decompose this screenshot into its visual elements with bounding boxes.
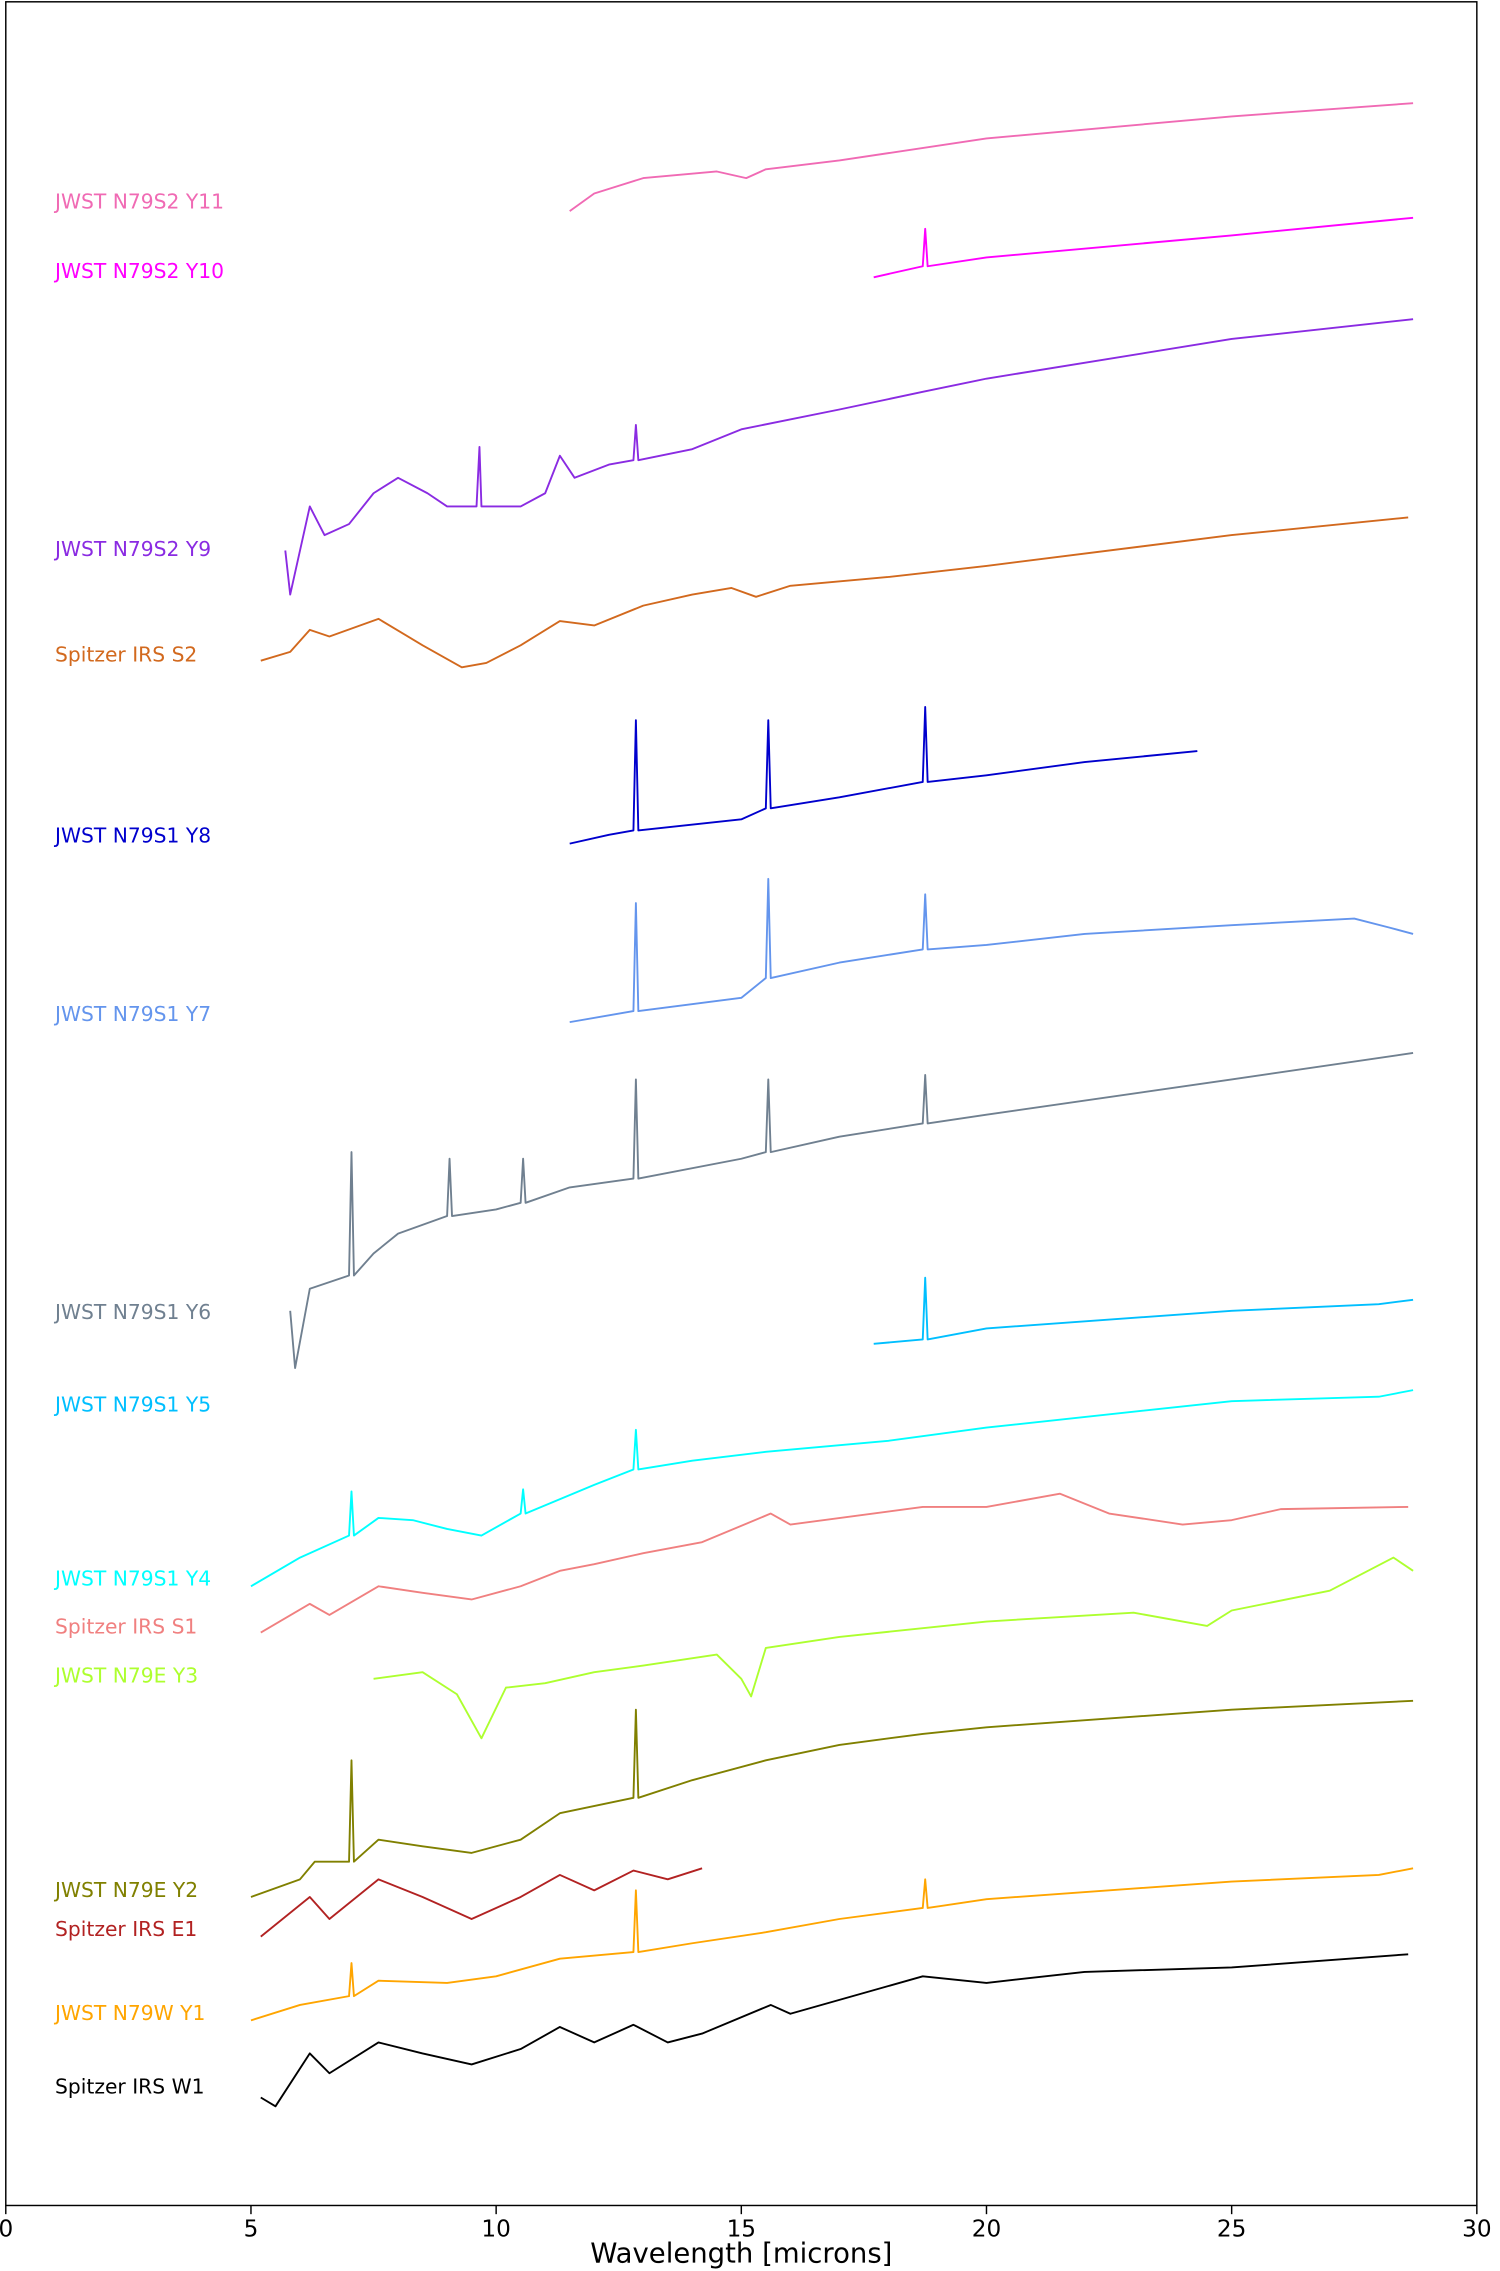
series-label: JWST N79S1 Y8 bbox=[53, 824, 211, 848]
spectrum-line bbox=[373, 1556, 1414, 1740]
spectrum-line bbox=[250, 1867, 1414, 2022]
series-label: JWST N79S2 Y9 bbox=[53, 537, 211, 561]
series-label: Spitzer IRS W1 bbox=[55, 2075, 204, 2099]
series-label: JWST N79W Y1 bbox=[53, 2001, 205, 2025]
spectrum-line bbox=[260, 1492, 1409, 1634]
series-label: Spitzer IRS S2 bbox=[55, 643, 197, 667]
series-label: Spitzer IRS E1 bbox=[55, 1917, 197, 1941]
spectrum-line bbox=[873, 1276, 1414, 1345]
series-label: JWST N79S1 Y4 bbox=[53, 1566, 211, 1590]
x-tick-label: 20 bbox=[972, 2217, 1001, 2243]
series-label: JWST N79E Y3 bbox=[53, 1664, 198, 1688]
series-label: JWST N79S2 Y11 bbox=[53, 190, 224, 214]
spectrum-line bbox=[250, 1699, 1414, 1898]
spectrum-line bbox=[284, 318, 1414, 596]
spectrum-line bbox=[569, 102, 1414, 212]
x-tick-label: 25 bbox=[1217, 2217, 1246, 2243]
spectrum-line bbox=[260, 1867, 703, 1938]
x-tick-label: 0 bbox=[0, 2217, 13, 2243]
series-label: Spitzer IRS S1 bbox=[55, 1614, 197, 1638]
spectrum-line bbox=[250, 1389, 1414, 1588]
x-tick-label: 30 bbox=[1462, 2217, 1491, 2243]
series-label: JWST N79S1 Y6 bbox=[53, 1300, 211, 1324]
plot-frame bbox=[5, 1, 1478, 2207]
x-tick-label: 10 bbox=[481, 2217, 510, 2243]
series-label: JWST N79E Y2 bbox=[53, 1878, 198, 1902]
spectrum-line bbox=[260, 516, 1409, 669]
series-label: JWST N79S2 Y10 bbox=[53, 259, 224, 283]
spectrum-line bbox=[873, 216, 1414, 279]
series-label: JWST N79S1 Y5 bbox=[53, 1393, 211, 1417]
spectrum-line bbox=[260, 1953, 1409, 2108]
x-tick-label: 5 bbox=[244, 2217, 259, 2243]
spectrum-line bbox=[569, 706, 1198, 845]
x-axis-label: Wavelength [microns] bbox=[590, 2238, 892, 2270]
spectrum-line bbox=[569, 877, 1414, 1024]
series-label: JWST N79S1 Y7 bbox=[53, 1002, 211, 1026]
spectrum-line bbox=[289, 1052, 1414, 1370]
x-tick-label: 15 bbox=[727, 2217, 756, 2243]
